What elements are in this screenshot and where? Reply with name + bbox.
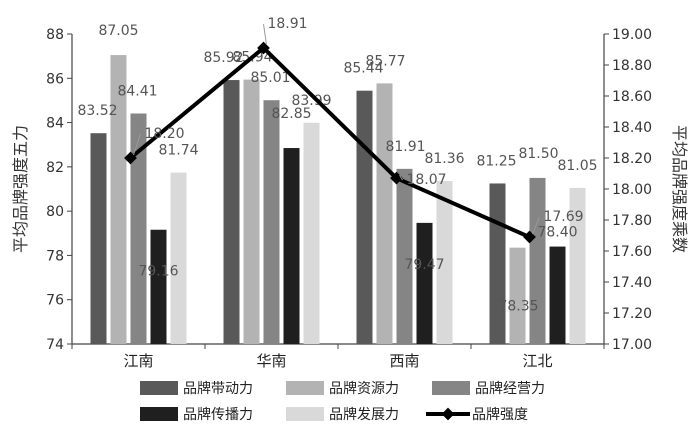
legend-swatch xyxy=(140,407,178,421)
line-data-label: 18.20 xyxy=(144,126,184,142)
legend-label: 品牌经营力 xyxy=(475,380,545,397)
bar-data-label: 85.77 xyxy=(365,53,405,69)
y-left-tick-label: 74 xyxy=(46,337,64,353)
line-data-label: 17.69 xyxy=(543,209,583,225)
line-data-label: 18.07 xyxy=(406,172,446,188)
y-left-tick-label: 88 xyxy=(46,27,64,43)
bar-data-label: 85.44 xyxy=(343,61,383,77)
line-series xyxy=(129,45,531,239)
bar xyxy=(489,183,506,344)
line-data-label: 18.91 xyxy=(267,16,307,32)
y-right-tick-label: 18.80 xyxy=(612,58,652,74)
x-category-label: 西南 xyxy=(389,352,419,370)
bar-data-label: 79.16 xyxy=(138,264,178,280)
bar-data-label: 81.50 xyxy=(518,146,558,162)
bar xyxy=(549,246,566,344)
line-label-leader xyxy=(133,133,141,156)
y-right-tick-label: 17.80 xyxy=(612,213,652,229)
line-label-leader xyxy=(532,216,540,235)
bar-data-label: 85.01 xyxy=(250,70,290,86)
x-category-label: 华南 xyxy=(256,352,286,370)
y-axis-left-title: 平均品牌强度五力 xyxy=(11,125,30,253)
bar-data-label: 87.05 xyxy=(98,23,138,39)
y-right-tick-label: 18.00 xyxy=(612,182,652,198)
bar xyxy=(303,122,320,345)
y-right-tick-label: 19.00 xyxy=(612,27,652,43)
bar-data-label: 81.74 xyxy=(158,143,198,159)
bar xyxy=(509,247,526,344)
y-axis-right-title: 平均品牌强度乘数 xyxy=(670,125,689,253)
bar-data-label: 78.40 xyxy=(537,225,577,241)
legend-label: 品牌强度 xyxy=(472,406,528,423)
y-left-tick-label: 80 xyxy=(46,204,64,220)
bar xyxy=(376,83,393,344)
bar-data-label: 83.52 xyxy=(77,103,117,119)
bar-data-label: 78.35 xyxy=(498,299,538,315)
bar xyxy=(243,79,260,344)
y-right-tick-label: 17.40 xyxy=(612,275,652,291)
legend-swatch xyxy=(286,407,324,421)
legend-swatch xyxy=(432,381,470,395)
y-left-tick-label: 84 xyxy=(46,116,64,132)
y-right-tick-label: 18.40 xyxy=(612,120,652,136)
bar xyxy=(396,168,413,344)
y-left-tick-label: 78 xyxy=(46,248,64,264)
bar xyxy=(416,222,433,344)
bar xyxy=(170,172,187,344)
x-category-label: 江南 xyxy=(123,352,153,370)
bar-data-label: 81.91 xyxy=(385,139,425,155)
bar-data-label: 82.85 xyxy=(271,106,311,122)
bar xyxy=(90,133,107,344)
legend-label: 品牌发展力 xyxy=(329,406,399,423)
bar xyxy=(356,90,373,344)
bar xyxy=(283,148,300,344)
y-right-tick-label: 17.00 xyxy=(612,337,652,353)
line-label-leader xyxy=(399,174,403,181)
y-right-tick-label: 17.60 xyxy=(612,244,652,260)
y-left-tick-label: 86 xyxy=(46,71,64,87)
legend-label: 品牌资源力 xyxy=(329,380,399,397)
bar xyxy=(110,55,127,345)
y-right-tick-label: 17.20 xyxy=(612,306,652,322)
bar xyxy=(263,100,280,344)
bar xyxy=(569,187,586,344)
bar xyxy=(436,181,453,344)
bar-data-label: 81.25 xyxy=(476,153,516,169)
bar xyxy=(150,229,167,344)
bar xyxy=(529,177,546,344)
line-label-leader xyxy=(263,23,267,46)
y-left-tick-label: 82 xyxy=(46,160,64,176)
y-right-tick-label: 18.20 xyxy=(612,151,652,167)
y-left-tick-label: 76 xyxy=(46,293,64,309)
bar xyxy=(223,80,240,345)
bar xyxy=(130,113,147,344)
legend-line-marker xyxy=(441,407,455,421)
x-category-label: 江北 xyxy=(522,352,552,370)
legend-label: 品牌传播力 xyxy=(183,406,253,423)
bar-data-label: 84.41 xyxy=(117,83,157,99)
line-marker xyxy=(390,171,403,185)
bar-data-label: 85.92 xyxy=(203,50,243,66)
bar-data-label: 79.47 xyxy=(404,257,444,273)
bar-data-label: 81.36 xyxy=(424,151,464,167)
legend-swatch xyxy=(286,381,324,395)
legend-swatch xyxy=(140,381,178,395)
y-right-tick-label: 18.60 xyxy=(612,89,652,105)
bar-data-label: 81.05 xyxy=(557,158,597,174)
legend-label: 品牌带动力 xyxy=(183,380,253,397)
